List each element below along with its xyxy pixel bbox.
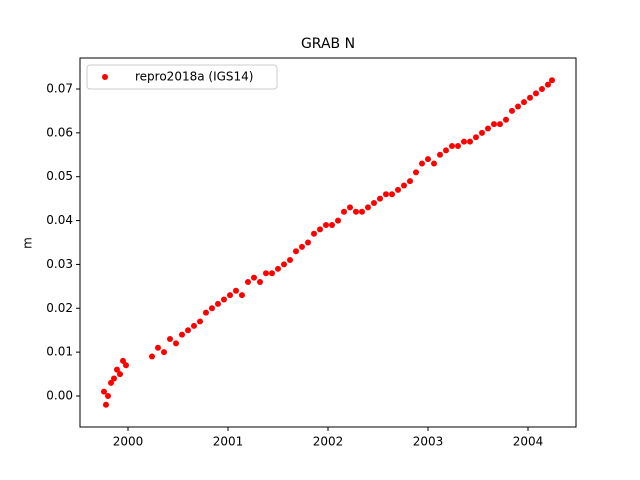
x-tick-label: 2003 <box>413 435 444 449</box>
point <box>161 349 167 356</box>
y-tick-label: 0.02 <box>46 301 73 315</box>
point <box>233 287 239 294</box>
point <box>425 156 431 163</box>
point <box>269 270 275 277</box>
point <box>167 335 173 342</box>
y-tick-label: 0.03 <box>46 257 73 271</box>
point <box>503 116 509 123</box>
chart-title: GRAB N <box>301 36 355 52</box>
point <box>401 182 407 189</box>
point <box>281 261 287 268</box>
point <box>407 178 413 185</box>
point <box>293 248 299 255</box>
x-tick-label: 2000 <box>113 435 144 449</box>
point <box>227 292 233 299</box>
point <box>311 230 317 237</box>
point <box>197 318 203 325</box>
point <box>545 81 551 88</box>
point <box>287 257 293 264</box>
point <box>117 371 123 378</box>
point <box>215 300 221 307</box>
point <box>335 217 341 224</box>
point <box>533 90 539 97</box>
point <box>455 143 461 150</box>
point <box>539 86 545 93</box>
legend-box <box>86 64 278 90</box>
point <box>377 195 383 202</box>
point <box>263 270 269 277</box>
point <box>245 278 251 285</box>
point <box>473 134 479 141</box>
y-axis-label: m <box>21 237 35 249</box>
point <box>251 274 257 281</box>
point <box>497 121 503 128</box>
point <box>353 208 359 215</box>
point <box>521 99 527 106</box>
point <box>179 331 185 338</box>
x-tick-label: 2002 <box>313 435 344 449</box>
point <box>413 169 419 176</box>
point <box>299 243 305 250</box>
point <box>323 221 329 228</box>
point <box>431 160 437 167</box>
point <box>347 204 353 211</box>
point <box>173 340 179 347</box>
point <box>114 366 120 373</box>
point <box>203 309 209 316</box>
point <box>479 129 485 136</box>
point <box>111 375 117 382</box>
point <box>365 204 371 211</box>
point <box>103 401 109 408</box>
point <box>467 138 473 145</box>
x-tick-label: 2004 <box>513 435 544 449</box>
point <box>317 226 323 233</box>
point <box>485 125 491 132</box>
point <box>101 388 107 395</box>
legend-marker <box>102 74 108 80</box>
legend-label: repro2018a (IGS14) <box>135 70 253 84</box>
y-tick-label: 0.00 <box>46 388 73 402</box>
point <box>527 94 533 101</box>
point <box>209 305 215 312</box>
point <box>191 322 197 329</box>
point <box>341 208 347 215</box>
point <box>149 353 155 360</box>
point <box>123 362 129 369</box>
point <box>461 138 467 145</box>
point <box>105 392 111 399</box>
point <box>371 200 377 207</box>
point <box>257 278 263 285</box>
point <box>108 379 114 386</box>
point <box>443 147 449 154</box>
y-tick-label: 0.07 <box>46 82 73 96</box>
y-tick-label: 0.04 <box>46 213 73 227</box>
y-tick-label: 0.05 <box>46 169 73 183</box>
point <box>449 143 455 150</box>
point <box>395 186 401 193</box>
point <box>509 107 515 114</box>
point <box>389 191 395 198</box>
point <box>305 239 311 246</box>
point <box>120 357 126 364</box>
y-tick-label: 0.06 <box>46 125 73 139</box>
point <box>155 344 161 351</box>
point <box>491 121 497 128</box>
point <box>359 208 365 215</box>
point <box>437 151 443 158</box>
plot-frame <box>79 57 577 428</box>
point <box>515 103 521 110</box>
y-tick-label: 0.01 <box>46 345 73 359</box>
point <box>419 160 425 167</box>
point <box>185 327 191 334</box>
point <box>549 77 555 84</box>
point <box>383 191 389 198</box>
point <box>275 265 281 272</box>
x-tick-label: 2001 <box>213 435 244 449</box>
point <box>239 292 245 299</box>
point <box>221 296 227 303</box>
point <box>329 221 335 228</box>
